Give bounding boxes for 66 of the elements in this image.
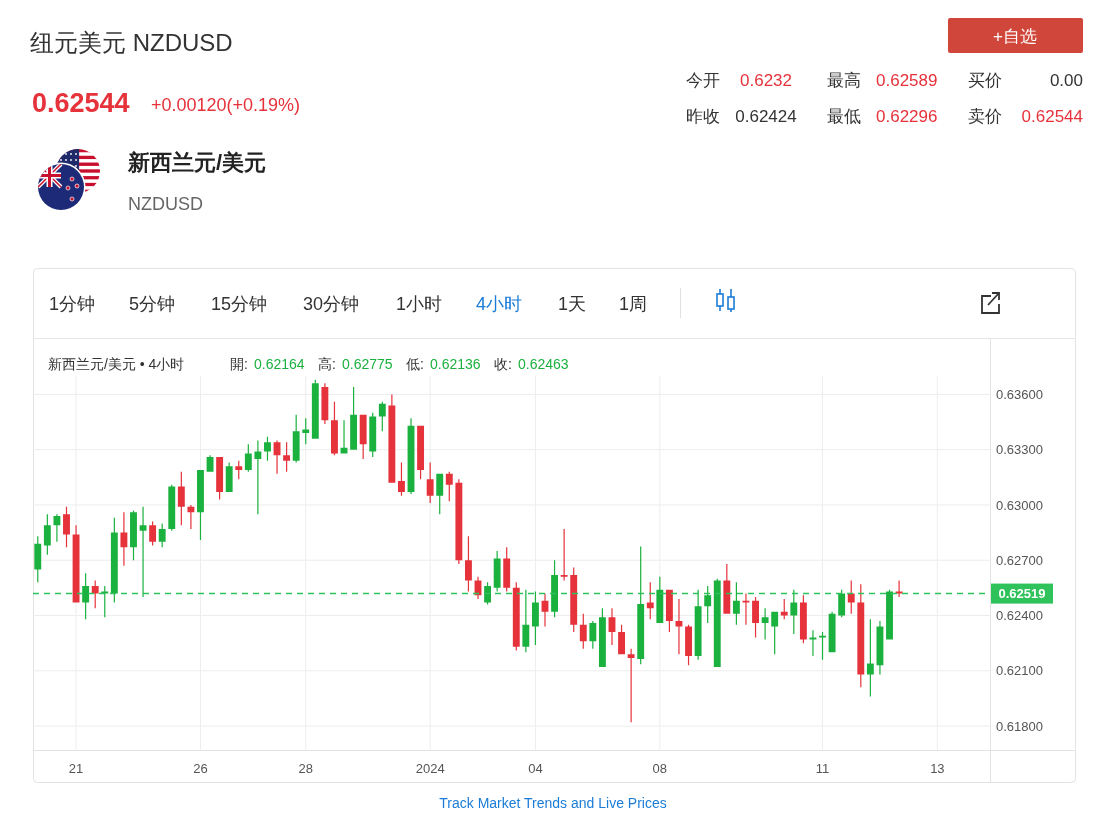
text: NZDUSD — [128, 194, 203, 214]
candlestick — [895, 580, 903, 598]
text: 0.62164 — [254, 356, 305, 372]
y-tick-label: 0.61800 — [996, 718, 1043, 734]
text: 0.62424 — [735, 107, 797, 126]
candlestick — [139, 506, 147, 598]
x-tick-label: 26 — [193, 761, 208, 776]
x-tick-label: 11 — [815, 761, 830, 776]
x-tick-label: 13 — [930, 761, 945, 776]
ref-line-label: 0.62519 — [998, 586, 1046, 602]
text: 0.62589 — [876, 71, 938, 90]
x-tick-label: 04 — [528, 761, 543, 776]
text: 最高 — [827, 71, 861, 90]
y-tick-label: 0.62400 — [996, 608, 1043, 624]
text: 1小时 — [396, 294, 443, 314]
candlestick — [608, 608, 616, 645]
text: 最低 — [827, 107, 861, 126]
text: 0.62544 — [32, 88, 130, 118]
text: 4小时 — [476, 294, 523, 314]
y-tick-label: 0.63000 — [996, 497, 1043, 513]
x-tick-label: 21 — [68, 761, 84, 776]
y-tick-label: 0.63300 — [996, 442, 1043, 458]
candlestick — [187, 504, 195, 529]
candlestick — [340, 420, 348, 454]
x-tick-label: 2024 — [415, 761, 445, 776]
y-tick-label: 0.63600 — [996, 386, 1043, 402]
text: 開: — [230, 356, 248, 372]
text: 昨收 — [686, 107, 720, 126]
candlestick — [809, 630, 817, 657]
x-tick-label: 28 — [298, 761, 313, 776]
text: 0.62544 — [1021, 107, 1083, 126]
y-tick-label: 0.62700 — [996, 552, 1043, 568]
candlestick — [541, 593, 549, 627]
text: Track Market Trends and Live Prices — [439, 795, 667, 811]
text: 0.62775 — [342, 356, 393, 372]
candlestick — [53, 514, 61, 542]
text: 高: — [318, 356, 336, 372]
x-tick-label: 08 — [652, 761, 668, 776]
text: 收: — [494, 356, 512, 372]
text: 1分钟 — [49, 294, 96, 314]
text: 今开 — [686, 71, 720, 90]
candlestick — [273, 440, 281, 474]
chart-title: 纽元美元 NZDUSD — [30, 29, 233, 56]
candlestick — [120, 512, 128, 566]
text: +0.00120(+0.19%) — [151, 95, 301, 115]
text: 新西兰元/美元 — [127, 150, 267, 175]
text: 1周 — [619, 294, 648, 314]
text: 15分钟 — [211, 294, 268, 314]
text: 0.6232 — [740, 71, 792, 90]
candlestick — [742, 593, 750, 625]
chart-subtitle: 新西兰元/美元 • 4小时 — [48, 356, 185, 372]
text: 30分钟 — [303, 294, 360, 314]
text: 低: — [406, 356, 424, 372]
candlestick — [264, 436, 271, 461]
text: 0.00 — [1049, 71, 1083, 90]
candlestick — [283, 442, 291, 472]
text: 买价 — [968, 71, 1002, 90]
text: 1天 — [558, 294, 587, 314]
text: 0.62136 — [430, 356, 481, 372]
candlestick — [675, 598, 683, 655]
y-tick-label: 0.62100 — [996, 663, 1043, 679]
text: 0.62296 — [876, 107, 938, 126]
text: 0.62463 — [518, 356, 569, 372]
text: 卖价 — [968, 107, 1002, 126]
text: 5分钟 — [129, 294, 176, 314]
text: +自选 — [993, 27, 1037, 46]
